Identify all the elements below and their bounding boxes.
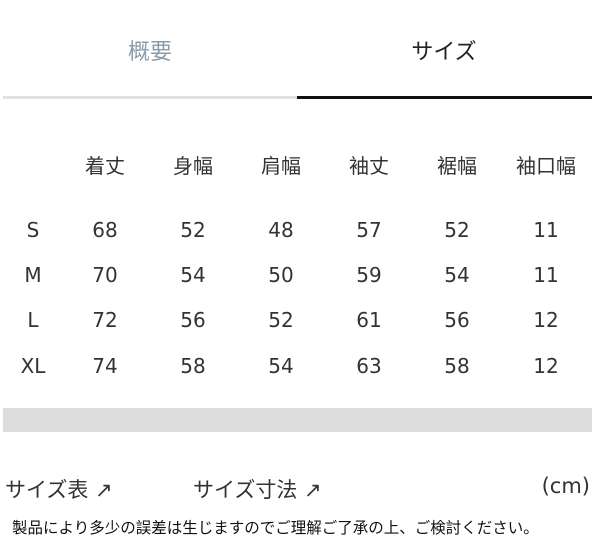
table-cell: 11: [533, 218, 559, 242]
table-cell: 52: [268, 308, 294, 332]
disclaimer-note: 製品により多少の誤差は生じますのでご理解ご了承の上、ご検討ください。: [12, 519, 539, 537]
column-header: 裾幅: [437, 154, 477, 178]
column-header: 肩幅: [261, 154, 301, 178]
table-cell: 12: [533, 308, 559, 332]
table-cell: 72: [92, 308, 118, 332]
table-cell: 56: [180, 308, 206, 332]
table-cell: 12: [533, 354, 559, 378]
tab-overview[interactable]: 概要: [127, 40, 172, 65]
table-cell: 68: [92, 218, 118, 242]
tab-size[interactable]: サイズ: [411, 40, 477, 65]
table-cell: 52: [180, 218, 206, 242]
table-cell: 54: [268, 354, 294, 378]
table-cell: 54: [444, 263, 470, 287]
column-header: 身幅: [173, 154, 213, 178]
table-cell: 63: [356, 354, 382, 378]
column-header: 袖丈: [349, 154, 389, 178]
table-cell: 50: [268, 263, 294, 287]
table-cell: 56: [444, 308, 470, 332]
table-cell: 74: [92, 354, 118, 378]
table-cell: 48: [268, 218, 294, 242]
column-header: 袖口幅: [516, 154, 576, 178]
table-cell: 11: [533, 263, 559, 287]
table-cell: 70: [92, 263, 118, 287]
table-cell: 52: [444, 218, 470, 242]
size-label: S: [26, 218, 40, 242]
size-label: M: [24, 263, 42, 287]
scrollbar[interactable]: [3, 408, 592, 432]
table-cell: 58: [444, 354, 470, 378]
size-label: XL: [20, 354, 46, 378]
tab-underline-inactive: [3, 96, 297, 99]
unit-label: (cm): [541, 474, 590, 498]
table-cell: 54: [180, 263, 206, 287]
tab-underline-active: [297, 96, 592, 99]
size-measurement-link[interactable]: サイズ寸法 ↗: [193, 478, 322, 502]
column-header: 着丈: [85, 154, 125, 178]
table-cell: 61: [356, 308, 382, 332]
size-chart-link[interactable]: サイズ表 ↗: [5, 478, 113, 502]
table-cell: 59: [356, 263, 382, 287]
size-label: L: [27, 308, 39, 332]
table-cell: 57: [356, 218, 382, 242]
table-cell: 58: [180, 354, 206, 378]
